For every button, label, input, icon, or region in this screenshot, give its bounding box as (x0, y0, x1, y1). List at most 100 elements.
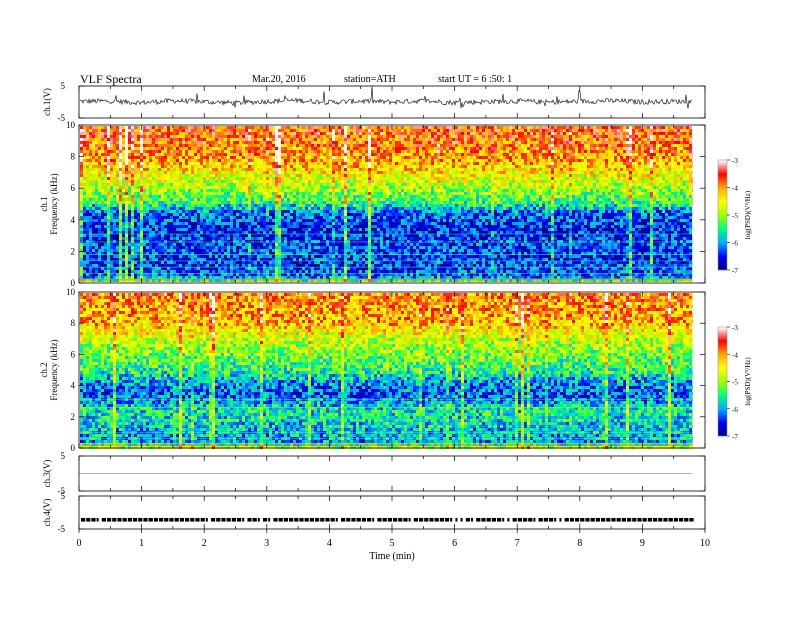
spectrogram-cell (359, 201, 362, 204)
spectrogram-cell (128, 129, 131, 132)
spectrogram-cell (194, 159, 197, 162)
spectrogram-cell (287, 216, 290, 219)
spectrogram-cell (233, 231, 236, 234)
spectrogram-cell (164, 225, 167, 228)
spectrogram-cell (215, 210, 218, 213)
spectrogram-cell (161, 180, 164, 183)
spectrogram-cell (290, 150, 293, 153)
spectrogram-cell (350, 177, 353, 180)
spectrogram-cell (317, 171, 320, 174)
spectrogram-cell (89, 156, 92, 159)
spectrogram-cell (101, 162, 104, 165)
spectrogram-cell (362, 171, 365, 174)
spectrogram-cell (221, 207, 224, 210)
spectrogram-cell (107, 249, 110, 252)
spectrogram-cell (188, 198, 191, 201)
spectrogram-cell (260, 207, 263, 210)
spectrogram-cell (122, 147, 125, 150)
spectrogram-cell (275, 195, 278, 198)
spectrogram-cell (140, 243, 143, 246)
spectrogram-cell (296, 270, 299, 273)
spectrogram-cell (239, 204, 242, 207)
spectrogram-cell (338, 249, 341, 252)
spectrogram-cell (341, 225, 344, 228)
spectrogram-cell (362, 222, 365, 225)
spectrogram-cell (89, 141, 92, 144)
spectrogram-cell (101, 240, 104, 243)
spectrogram-cell (287, 168, 290, 171)
spectrogram-cell (218, 255, 221, 258)
spectrogram-cell (185, 243, 188, 246)
spectrogram-cell (200, 171, 203, 174)
spectrogram-cell (140, 261, 143, 264)
spectrogram-cell (116, 243, 119, 246)
spectrogram-cell (116, 165, 119, 168)
spectrogram-cell (350, 183, 353, 186)
spectrogram-cell (170, 216, 173, 219)
spectrogram-cell (185, 177, 188, 180)
spectrogram-cell (149, 270, 152, 273)
spectrogram-cell (272, 147, 275, 150)
spectrogram-cell (305, 240, 308, 243)
spectrogram-cell (146, 270, 149, 273)
spectrogram-cell (95, 150, 98, 153)
spectrogram-cell (311, 222, 314, 225)
spectrogram-cell (125, 255, 128, 258)
spectrogram-cell (347, 246, 350, 249)
spectrogram-cell (206, 153, 209, 156)
spectrogram-cell (86, 192, 89, 195)
spectrogram-cell (353, 210, 356, 213)
spectrogram-cell (164, 177, 167, 180)
spectrogram-cell (119, 204, 122, 207)
spectrogram-cell (146, 234, 149, 237)
spectrogram-cell (338, 264, 341, 267)
spectrogram-cell (209, 237, 212, 240)
spectrogram-cell (161, 159, 164, 162)
spectrogram-cell (248, 270, 251, 273)
spectrogram-cell (257, 159, 260, 162)
spectrogram-cell (350, 174, 353, 177)
spectrogram-cell (281, 225, 284, 228)
spectrogram-cell (296, 249, 299, 252)
spectrogram-cell (314, 219, 317, 222)
spectrogram-cell (281, 135, 284, 138)
spectrogram-cell (191, 240, 194, 243)
spectrogram-cell (179, 189, 182, 192)
spectrogram-cell (206, 249, 209, 252)
spectrogram-cell (143, 138, 146, 141)
spectrogram-cell (83, 231, 86, 234)
spectrogram-cell (350, 168, 353, 171)
spectrogram-cell (149, 201, 152, 204)
spectrogram-cell (344, 150, 347, 153)
spectrogram-cell (191, 210, 194, 213)
spectrogram-cell (185, 240, 188, 243)
spectrogram-cell (92, 141, 95, 144)
spectrogram-cell (137, 126, 140, 129)
spectrogram-cell (194, 204, 197, 207)
spectrogram-cell (233, 204, 236, 207)
spectrogram-cell (143, 219, 146, 222)
spectrogram-cell (173, 213, 176, 216)
spectrogram-cell (92, 225, 95, 228)
spectrogram-cell (242, 234, 245, 237)
spectrogram-cell (287, 147, 290, 150)
spectrogram-cell (89, 270, 92, 273)
spectrogram-cell (113, 204, 116, 207)
spectrogram-cell (239, 186, 242, 189)
spectrogram-cell (353, 228, 356, 231)
spectrogram-cell (95, 246, 98, 249)
spectrogram-cell (98, 183, 101, 186)
spectrogram-cell (239, 165, 242, 168)
spectrogram-cell (164, 213, 167, 216)
spectrogram-cell (98, 240, 101, 243)
spectrogram-cell (272, 270, 275, 273)
spectrogram-cell (104, 189, 107, 192)
spectrogram-cell (140, 201, 143, 204)
spectrogram-cell (101, 132, 104, 135)
spectrogram-cell (164, 180, 167, 183)
spectrogram-cell (185, 165, 188, 168)
spectrogram-cell (350, 180, 353, 183)
spectrogram-cell (356, 261, 359, 264)
spectrogram-cell (125, 207, 128, 210)
spectrogram-cell (254, 231, 257, 234)
